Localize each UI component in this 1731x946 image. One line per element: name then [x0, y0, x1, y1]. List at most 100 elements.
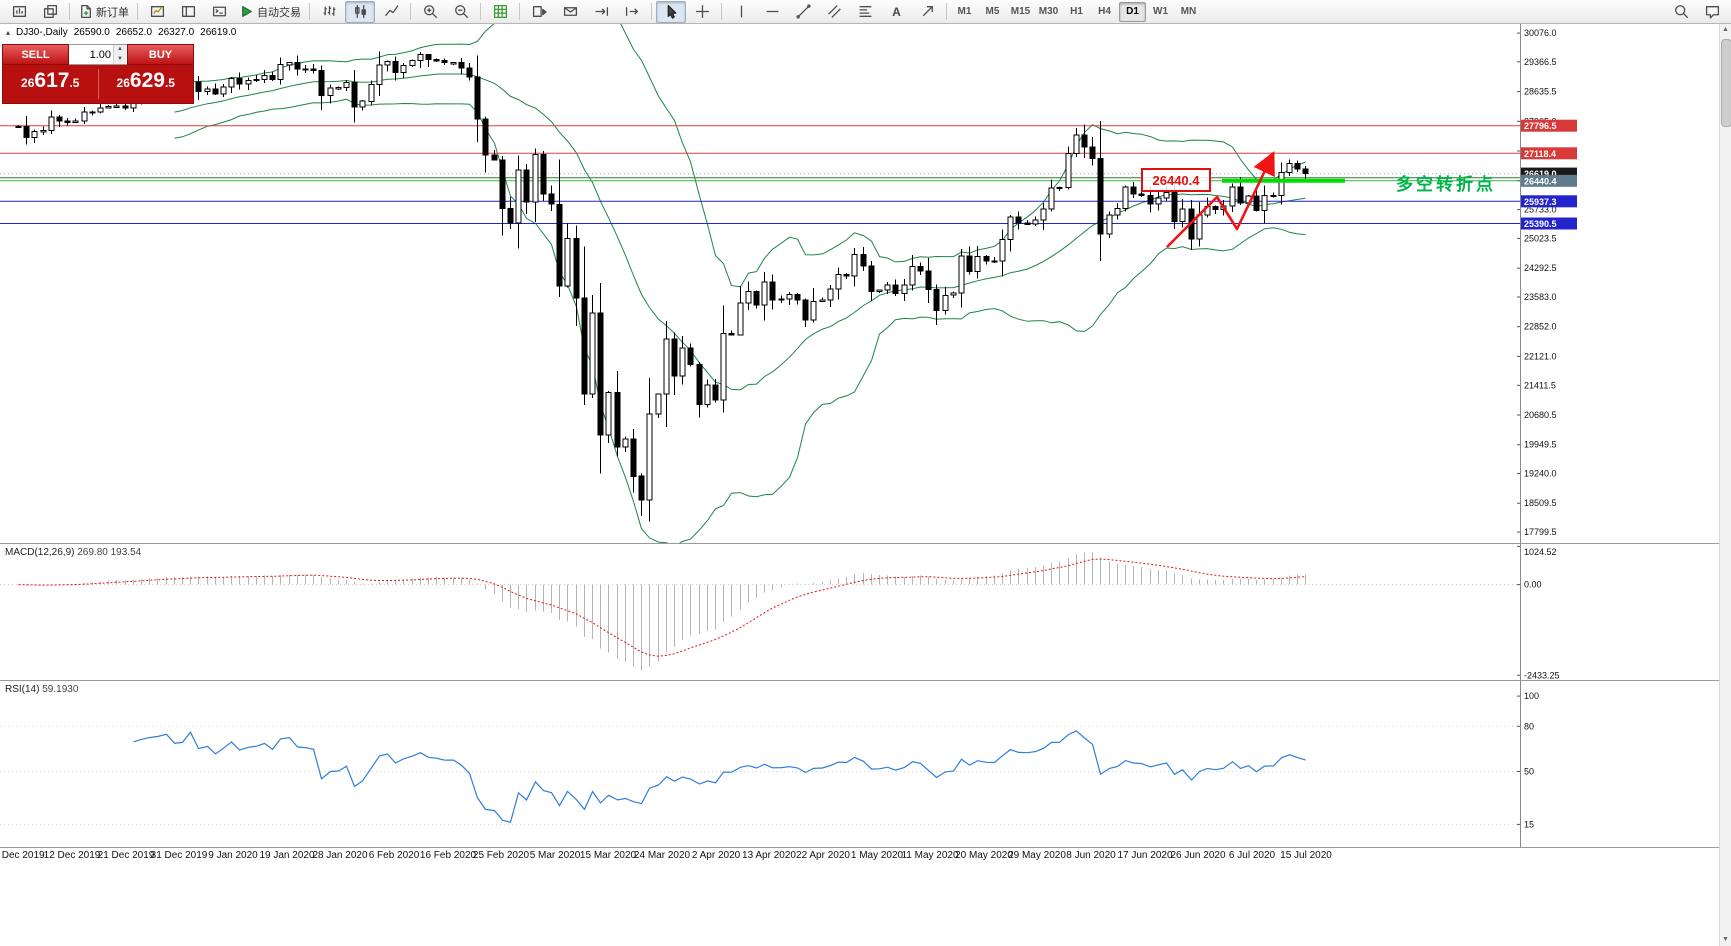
timeframe-mn[interactable]: MN [1180, 6, 1197, 17]
zoom-out-icon [454, 5, 468, 19]
date-label: 17 Jun 2020 [1117, 850, 1173, 861]
collapse-icon[interactable]: ▴ [6, 28, 11, 37]
svg-text:19240.0: 19240.0 [1524, 469, 1557, 479]
svg-text:15: 15 [1524, 819, 1534, 829]
timeframe-w1[interactable]: W1 [1153, 6, 1168, 17]
date-label: 15 Mar 2020 [579, 850, 637, 861]
indicators-icon [493, 4, 507, 19]
date-label: 22 Apr 2020 [796, 850, 850, 861]
volume-down-button[interactable]: ▼ [114, 54, 126, 64]
tester-icon [532, 6, 547, 17]
macd-signal-line [18, 558, 1306, 657]
new-chart-button[interactable] [4, 1, 34, 23]
date-label: 25 Feb 2020 [472, 850, 530, 861]
autoscroll-button[interactable] [586, 1, 616, 23]
svg-text:1024.52: 1024.52 [1524, 547, 1557, 557]
price-callout-label[interactable]: 26440.4 [1141, 168, 1211, 192]
toolbar-separator [480, 3, 481, 20]
price-axis: 30076.029366.528635.527905.027174.526443… [1517, 28, 1577, 537]
pivot-note-text[interactable]: 多空转折点 [1396, 175, 1496, 194]
bars-icon [323, 6, 335, 16]
svg-text:26619.0: 26619.0 [1524, 169, 1557, 179]
date-label: 19 Jan 2020 [259, 850, 315, 861]
toolbar-separator [721, 3, 722, 20]
svg-text:30076.0: 30076.0 [1524, 28, 1557, 38]
navigator-button[interactable] [173, 1, 203, 23]
high-value: 26652.0 [115, 27, 153, 38]
line-chart-button[interactable] [376, 1, 406, 23]
text-label-button[interactable]: A [881, 1, 911, 23]
timeframe-h1[interactable]: H1 [1070, 6, 1083, 17]
date-label: 21 Dec 2019 [97, 850, 155, 861]
timeframe-d1[interactable]: D1 [1119, 1, 1146, 22]
macd-panel: 1024.52 0.00 -2433.25 MACD(12,26,9) 269.80… [0, 543, 1719, 680]
main-chart-canvas[interactable]: 30076.029366.528635.527905.027174.526443… [0, 24, 1719, 543]
scroll-down-button[interactable]: ▼ [1722, 936, 1729, 943]
zoom-in-button[interactable] [415, 1, 445, 23]
chart-title: ▴ DJ30-,Daily 26590.0 26652.0 26327.0 26… [6, 27, 236, 38]
timeframe-m1[interactable]: M1 [957, 6, 972, 17]
scrollbar-thumb[interactable] [1721, 39, 1731, 127]
strategy-tester-button[interactable] [524, 1, 554, 23]
market-watch-button[interactable] [142, 1, 172, 23]
new-order-button[interactable]: 新订单 [74, 1, 133, 23]
toolbar-separator [519, 3, 520, 20]
trend-arrow[interactable] [1166, 150, 1275, 248]
svg-text:24292.5: 24292.5 [1524, 263, 1557, 273]
cursor-button[interactable] [656, 0, 686, 23]
svg-text:25390.5: 25390.5 [1524, 219, 1557, 229]
rsi-canvas[interactable]: 100 80 50 15 [0, 681, 1719, 847]
scroll-up-button[interactable]: ▲ [1722, 26, 1729, 33]
symbol-period-label: DJ30-,Daily [16, 27, 68, 38]
timeframe-m30[interactable]: M30 [1038, 6, 1059, 17]
zoom-out-button[interactable] [446, 1, 476, 23]
date-label: 13 Apr 2020 [742, 850, 796, 861]
timeframe-h4[interactable]: H4 [1098, 6, 1111, 17]
autotrading-button[interactable]: 自动交易 [235, 1, 305, 23]
crosshair-icon [695, 5, 709, 18]
profiles-icon [43, 4, 57, 19]
terminal-button[interactable] [204, 1, 234, 23]
volume-input[interactable] [69, 45, 113, 64]
market-watch-icon [150, 6, 164, 17]
quote-prices: 26 617.5 26 629.5 [2, 65, 194, 104]
horizontal-line-button[interactable] [757, 1, 787, 23]
volume-box: ▲ ▼ [69, 44, 127, 65]
svg-text:28635.5: 28635.5 [1524, 87, 1557, 97]
buy-button[interactable]: BUY [127, 44, 194, 65]
svg-text:25023.5: 25023.5 [1524, 233, 1557, 243]
search-button[interactable] [1666, 1, 1696, 23]
vline-icon [740, 5, 742, 18]
trendline-button[interactable] [788, 1, 818, 23]
channel-button[interactable] [819, 1, 849, 23]
candle-chart-button[interactable] [345, 0, 375, 23]
svg-text:20680.5: 20680.5 [1524, 410, 1557, 420]
arrow-tool-button[interactable] [912, 1, 942, 23]
chart-shift-button[interactable] [617, 1, 647, 23]
tile-windows-button[interactable] [485, 1, 515, 23]
bar-chart-button[interactable] [314, 1, 344, 23]
chat-button[interactable] [1697, 1, 1727, 23]
macd-canvas[interactable]: 1024.52 0.00 -2433.25 [0, 544, 1719, 680]
fibonacci-button[interactable] [850, 1, 880, 23]
rsi-label: RSI(14) 59.1930 [5, 684, 79, 695]
timeframe-m5[interactable]: M5 [985, 6, 1000, 17]
date-label: 9 Jan 2020 [208, 850, 258, 861]
date-label: 20 May 2020 [955, 850, 1013, 861]
macd-histogram [26, 552, 1306, 671]
sell-button[interactable]: SELL [2, 44, 69, 65]
volume-up-button[interactable]: ▲ [114, 45, 126, 55]
cursor-icon [667, 4, 676, 19]
crosshair-button[interactable] [687, 1, 717, 23]
svg-text:22121.0: 22121.0 [1524, 351, 1557, 361]
profiles-button[interactable] [35, 1, 65, 23]
trendline-icon [795, 4, 811, 19]
date-label: 15 Jul 2020 [1280, 850, 1332, 861]
timeframe-m15[interactable]: M15 [1010, 6, 1031, 17]
vertical-line-button[interactable] [726, 1, 756, 23]
vertical-scrollbar[interactable]: ▲ ▼ [1719, 24, 1731, 946]
date-label: 2 Apr 2020 [691, 850, 741, 861]
new-email-button[interactable] [555, 1, 585, 23]
